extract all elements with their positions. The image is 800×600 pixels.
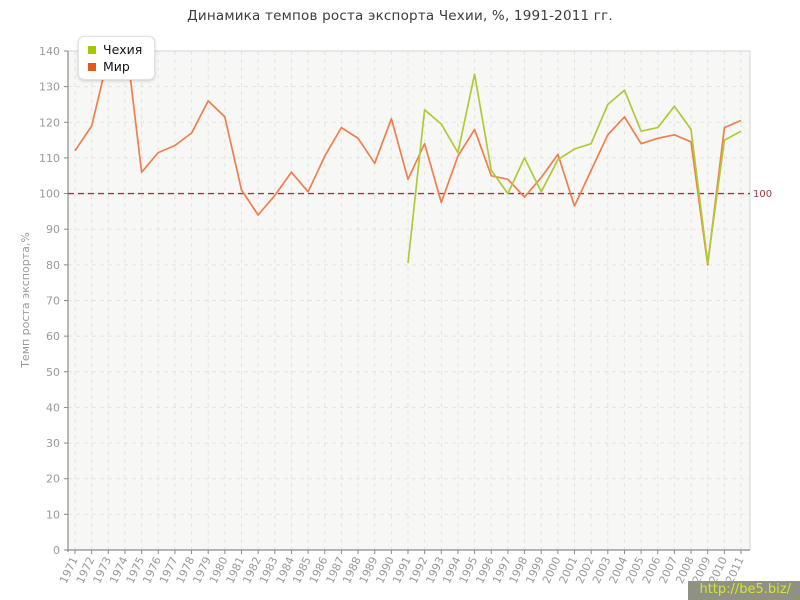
y-tick-label: 100 [39,188,60,201]
world-series-swatch-icon [88,62,96,71]
chart-title: Динамика темпов роста экспорта Чехии, %,… [187,8,613,24]
czech-series-swatch-icon [88,45,96,54]
y-tick-label: 70 [46,295,60,308]
y-tick-label: 60 [46,330,60,343]
y-tick-label: 10 [46,508,60,521]
reference-line-label: 100 [753,189,772,200]
legend-item-world[interactable]: Мир [88,58,142,75]
y-tick-label: 0 [53,544,60,557]
legend: Чехия Мир [78,36,156,80]
y-tick-label: 110 [39,152,60,165]
y-tick-label: 50 [46,366,60,379]
series-line-czech [407,73,742,264]
y-axis-title: Темп роста экспорта,% [19,232,32,369]
y-tick-label: 30 [46,437,60,450]
watermark-link[interactable]: http://be5.biz/ [688,581,800,600]
y-tick-label: 80 [46,259,60,272]
y-tick-label: 20 [46,473,60,486]
y-tick-label: 40 [46,401,60,414]
y-tick-label: 90 [46,223,60,236]
legend-item-czech[interactable]: Чехия [88,41,142,58]
series-line-world [74,51,742,266]
legend-label-czech: Чехия [103,42,143,57]
y-tick-label: 140 [39,45,60,58]
y-tick-label: 130 [39,81,60,94]
y-tick-label: 120 [39,116,60,129]
legend-label-world: Мир [103,59,130,74]
